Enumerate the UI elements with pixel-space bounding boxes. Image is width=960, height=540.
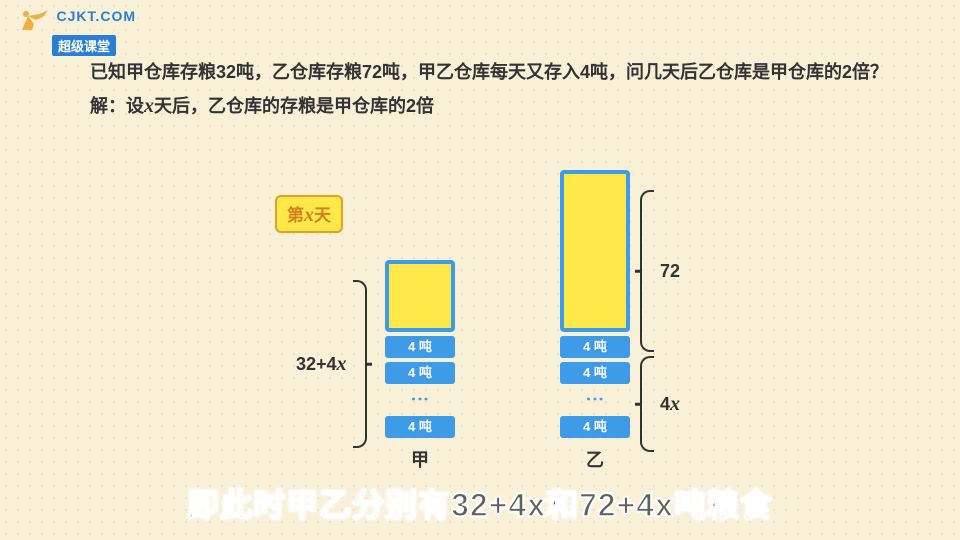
jia-label: 甲 <box>411 446 429 472</box>
line2-pre: 解：设 <box>90 96 144 116</box>
brace-jia: 32+4x <box>296 280 367 448</box>
logo-figure-icon <box>18 6 52 34</box>
brace-jia-label: 32+4x <box>296 353 347 376</box>
yi-top-block <box>560 170 630 332</box>
jia-small-1: 4 吨 <box>385 336 455 358</box>
problem-line2: 解：设x天后，乙仓库的存粮是甲仓库的2倍 <box>90 88 910 124</box>
brace-yi-top: 72 <box>640 190 680 352</box>
jia-top-block <box>385 260 455 332</box>
brace-yi-bottom: 4x <box>640 356 680 452</box>
stack-yi: 4 吨 4 吨 ⋮ 4 吨 乙 <box>560 170 630 472</box>
logo-url: CJKT.COM <box>56 8 136 24</box>
stack-jia: 4 吨 4 吨 ⋮ 4 吨 甲 <box>385 260 455 472</box>
brace-yi-bottom-label: 4x <box>660 393 680 416</box>
brace-jia-shape-icon <box>353 280 367 448</box>
brace-yi-top-label: 72 <box>660 261 680 282</box>
brace-yi-bot-pre: 4 <box>660 394 670 414</box>
jia-dots-icon: ⋮ <box>415 390 425 406</box>
brace-yi-bot-var: x <box>670 393 680 415</box>
brace-jia-pre: 32+4 <box>296 354 337 374</box>
yi-label: 乙 <box>586 446 604 472</box>
line2-var: x <box>144 95 154 117</box>
problem-line1: 已知甲仓库存粮32吨，乙仓库存粮72吨，甲乙仓库每天又存入4吨，问几天后乙仓库是… <box>90 56 910 88</box>
line2-post: 天后，乙仓库的存粮是甲仓库的2倍 <box>154 96 434 116</box>
problem-text: 已知甲仓库存粮32吨，乙仓库存粮72吨，甲乙仓库每天又存入4吨，问几天后乙仓库是… <box>90 56 910 124</box>
yi-dots-icon: ⋮ <box>590 390 600 406</box>
brace-jia-var: x <box>337 353 347 375</box>
jia-small-2: 4 吨 <box>385 362 455 384</box>
logo-chinese: 超级课堂 <box>52 35 116 56</box>
diagram: 4 吨 4 吨 ⋮ 4 吨 甲 4 吨 4 吨 ⋮ 4 吨 乙 32+4x 72… <box>0 180 960 520</box>
logo: CJKT.COM 超级课堂 <box>18 6 136 56</box>
brace-yi-top-shape-icon <box>640 190 654 352</box>
yi-small-1: 4 吨 <box>560 336 630 358</box>
caption: 即此时甲乙分别有32+4x和72+4x吨粮食 <box>0 480 960 526</box>
jia-small-3: 4 吨 <box>385 416 455 438</box>
yi-small-3: 4 吨 <box>560 416 630 438</box>
yi-small-2: 4 吨 <box>560 362 630 384</box>
brace-yi-bottom-shape-icon <box>640 356 654 452</box>
